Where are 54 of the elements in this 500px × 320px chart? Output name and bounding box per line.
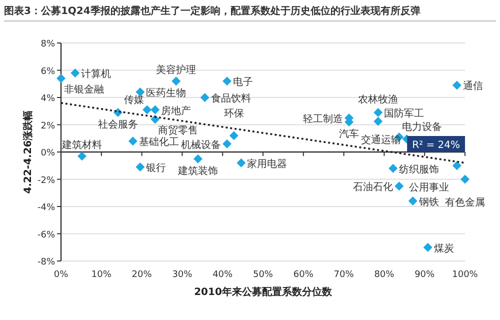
annotation: 石油石化: [353, 181, 394, 194]
y-tick-label: 0%: [40, 148, 56, 158]
annotation: 社会服务: [98, 118, 138, 130]
x-tick-label: 60%: [293, 270, 314, 280]
x-tick-label: 50%: [252, 270, 274, 280]
annotation: 有色金属: [445, 196, 485, 208]
y-tick-label: 2%: [40, 121, 56, 132]
annotation: 钢铁: [418, 196, 439, 208]
annotation: 电力设备: [402, 121, 442, 134]
annotation: 商贸零售: [158, 124, 198, 136]
x-tick-label: 30%: [172, 270, 193, 280]
annotation: 电子: [233, 76, 254, 88]
annotation: 基础化工: [138, 136, 179, 148]
x-tick-label: 80%: [374, 270, 395, 280]
annotation: 环保: [224, 108, 244, 120]
x-tick-label: 10%: [91, 270, 112, 280]
x-tick-label: 20%: [132, 270, 152, 280]
x-tick-label: 90%: [414, 270, 436, 280]
y-tick-label: -4%: [37, 203, 56, 213]
annotation: 煤炭: [434, 242, 454, 254]
annotation: 美容护理: [156, 64, 196, 76]
annotation: 非银金融: [64, 83, 104, 96]
annotation: 建筑装饰: [176, 164, 218, 177]
annotation: 计算机: [81, 68, 112, 80]
annotation: 交通运输: [360, 134, 401, 146]
y-tick-label: 6%: [40, 66, 56, 77]
x-tick-label: 40%: [212, 270, 234, 280]
annotation: 家用电器: [247, 158, 288, 170]
annotation: 传媒: [124, 94, 144, 106]
x-tick-label: 0%: [54, 270, 69, 280]
y-tick-label: 8%: [40, 40, 56, 50]
annotation: 纺织服饰: [399, 163, 440, 176]
annotation: R² = 24%: [412, 140, 460, 151]
y-axis-title: 4.22-4.26涨跌幅: [22, 110, 34, 194]
annotation: 食品饮料: [210, 92, 251, 104]
annotation: 医药生物: [146, 87, 186, 100]
x-tick-label: 70%: [334, 270, 354, 280]
annotation: 轻工制造: [303, 112, 344, 125]
x-axis-title: 2010年来公募配置系数分位数: [194, 286, 333, 298]
y-tick-label: 4%: [40, 94, 56, 104]
annotation: 建筑材料: [61, 139, 102, 152]
annotation: 银行: [145, 162, 166, 174]
annotation: 农林牧渔: [358, 93, 398, 106]
annotation: 房地产: [161, 104, 192, 117]
annotation: 汽车: [339, 128, 360, 140]
annotation: 通信: [462, 80, 483, 92]
y-tick-label: -6%: [37, 230, 56, 240]
annotation: 公用事业: [408, 182, 449, 194]
annotation: 国防军工: [384, 107, 424, 120]
annotation: 机械设备: [181, 138, 222, 151]
chart-title: 图表3：公募1Q24季报的披露也产生了一定影响，配置系数处于历史低位的行业表现有所反弹: [4, 5, 420, 17]
y-tick-label: -8%: [37, 258, 56, 268]
x-tick-label: 100%: [452, 270, 478, 280]
y-tick-label: -2%: [37, 176, 56, 186]
